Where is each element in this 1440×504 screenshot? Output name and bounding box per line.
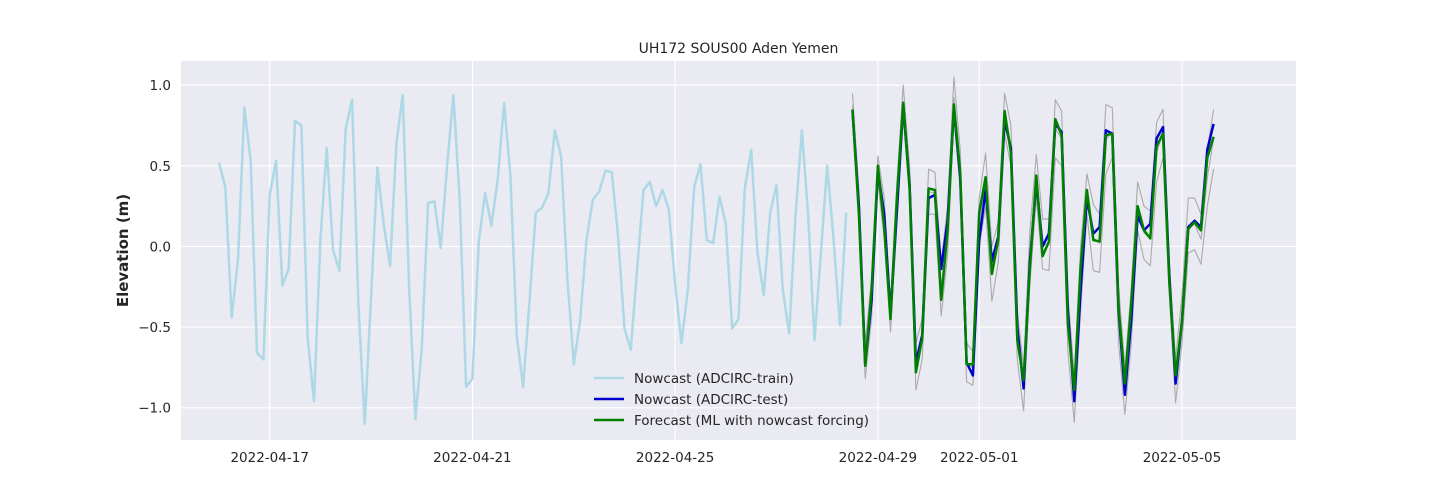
x-tick-label: 2022-04-25 — [636, 450, 714, 466]
legend-label: Nowcast (ADCIRC-test) — [634, 392, 788, 408]
chart-title: UH172 SOUS00 Aden Yemen — [639, 41, 839, 57]
series-line-1 — [217, 93, 848, 426]
y-axis-label: Elevation (m) — [114, 194, 132, 307]
legend: Nowcast (ADCIRC-train) Nowcast (ADCIRC-te… — [594, 371, 869, 429]
y-tick-label: 0.0 — [150, 239, 171, 255]
x-tick-label: 2022-05-05 — [1143, 450, 1221, 466]
y-tick-label: −1.0 — [138, 401, 171, 417]
series-lines — [217, 93, 1215, 426]
legend-label: Nowcast (ADCIRC-train) — [634, 371, 794, 387]
x-tick-label: 2022-04-17 — [230, 450, 308, 466]
y-tick-label: 1.0 — [150, 78, 171, 94]
x-axis-ticks: 2022-04-17 2022-04-21 2022-04-25 2022-04-29… — [230, 450, 1221, 466]
y-tick-label: 0.5 — [150, 159, 171, 175]
x-tick-label: 2022-04-21 — [433, 450, 511, 466]
legend-label: Forecast (ML with nowcast forcing) — [634, 413, 869, 429]
series-line-3 — [851, 101, 1215, 392]
y-axis-ticks: −1.0 −0.5 0.0 0.5 1.0 — [138, 78, 171, 417]
x-tick-label: 2022-05-01 — [940, 450, 1018, 466]
y-tick-label: −0.5 — [138, 320, 171, 336]
x-tick-label: 2022-04-29 — [839, 450, 917, 466]
